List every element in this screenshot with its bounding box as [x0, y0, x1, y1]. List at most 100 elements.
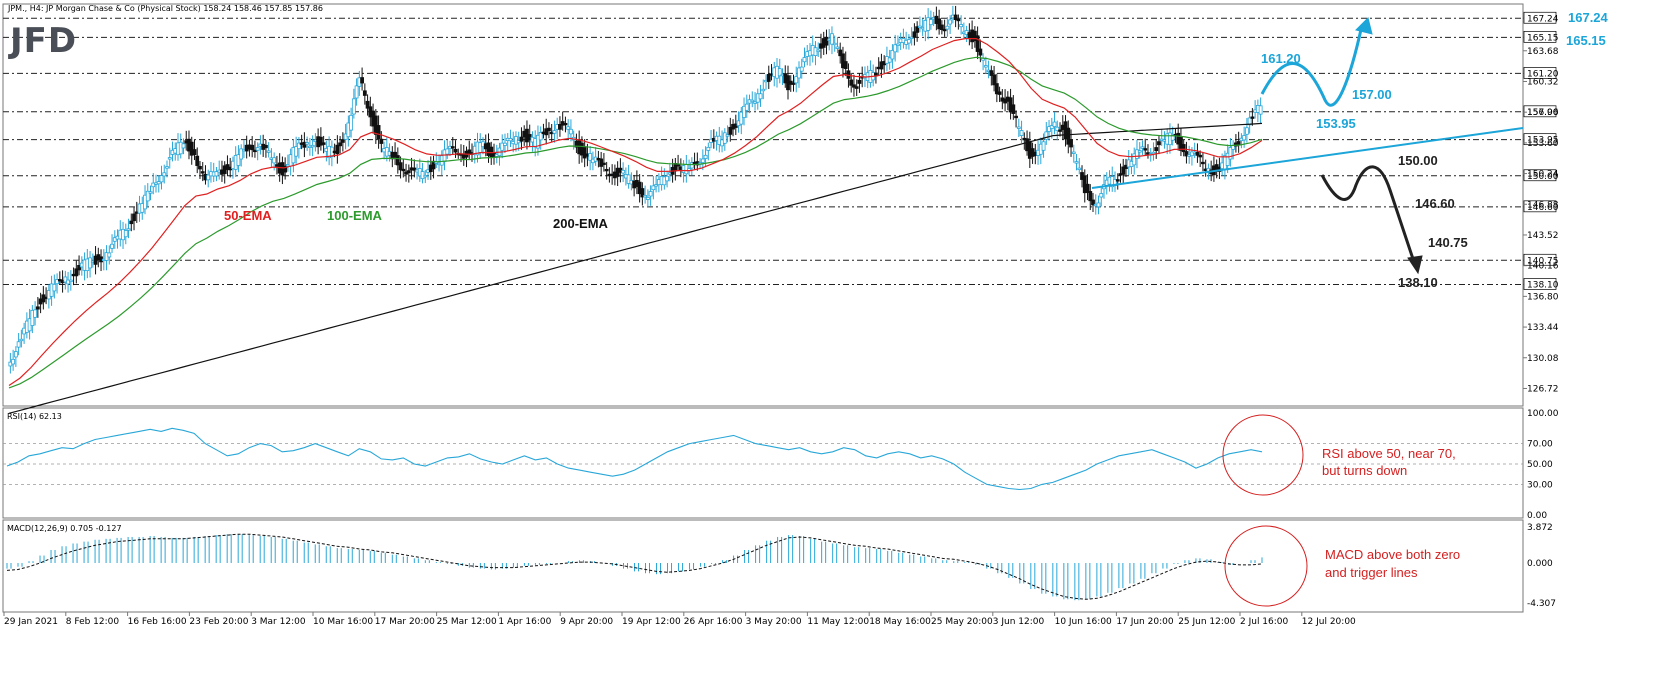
candle-body — [335, 144, 340, 155]
price-level-box — [1523, 105, 1557, 118]
price-tick-label: 156.96 — [1527, 108, 1559, 118]
candle-body — [1244, 127, 1249, 135]
candle-body — [214, 171, 219, 177]
candle-body — [558, 124, 562, 130]
macd-signal-line — [6, 533, 1263, 600]
candle-body — [1047, 126, 1051, 132]
candle-body — [253, 149, 257, 153]
x-tick-label: 18 May 16:00 — [869, 617, 931, 627]
candle-body — [766, 74, 771, 82]
candle-body — [112, 237, 117, 242]
candle-body — [206, 174, 211, 181]
candle-body — [928, 19, 933, 26]
candle-body — [1074, 161, 1079, 164]
candle-body — [145, 190, 150, 202]
candle-body — [318, 136, 323, 146]
candle-body — [192, 149, 197, 156]
rsi-tick-label: 30.00 — [1527, 480, 1553, 490]
candle-body — [1143, 148, 1148, 151]
x-tick-label: 25 Jun 12:00 — [1178, 617, 1235, 627]
candle-body — [887, 57, 892, 63]
candle-body — [398, 162, 403, 171]
candle-body — [706, 146, 711, 151]
candle-body — [566, 126, 571, 130]
candle-body — [338, 142, 343, 147]
candle-body — [791, 82, 796, 85]
candle-body — [305, 142, 310, 145]
price-level-box — [1523, 30, 1557, 43]
candle-body — [569, 128, 573, 135]
price-tick-label: 161.20 — [1527, 69, 1559, 79]
candle-body — [55, 279, 59, 285]
candle-body — [937, 18, 942, 30]
candle-body — [953, 14, 958, 20]
candle-body — [1135, 149, 1139, 159]
candle-body — [640, 188, 645, 198]
price-level-box — [1523, 11, 1557, 24]
candle-body — [1258, 105, 1263, 115]
candle-body — [195, 155, 200, 166]
candle-body — [1019, 130, 1024, 136]
macd-tick-label: 3.872 — [1527, 523, 1553, 533]
candle-body — [544, 128, 549, 136]
candle-body — [1154, 147, 1159, 152]
candle-body — [643, 195, 648, 198]
price-tick-label: 150.24 — [1527, 170, 1559, 180]
price-tick-label: 150.00 — [1527, 172, 1559, 182]
candle-body — [794, 76, 799, 84]
candle-body — [1052, 121, 1057, 128]
level-label: 157.00 — [1352, 87, 1392, 102]
candle-body — [637, 181, 642, 195]
level-label: 140.75 — [1428, 235, 1468, 250]
ema100-line — [8, 56, 1263, 389]
rsi-circle — [1222, 414, 1304, 496]
candle-body — [68, 279, 73, 283]
candle-body — [777, 68, 782, 77]
bear-arrowhead — [1407, 255, 1423, 275]
candle-body — [143, 194, 147, 210]
candle-body — [107, 252, 112, 258]
level-label: 153.95 — [1316, 116, 1356, 131]
candle-body — [588, 153, 593, 161]
macd-note: and trigger lines — [1325, 565, 1418, 580]
x-tick-label: 23 Feb 20:00 — [189, 617, 248, 627]
candle-body — [1170, 135, 1175, 141]
candle-body — [198, 165, 202, 170]
candle-body — [445, 148, 450, 155]
candle-body — [379, 138, 384, 144]
rsi-tick-label: 0.00 — [1527, 511, 1547, 521]
candle-body — [1132, 153, 1137, 166]
candle-body — [132, 213, 136, 222]
candle-body — [33, 309, 38, 318]
candle-body — [648, 191, 653, 197]
x-tick-label: 3 Mar 12:00 — [251, 617, 306, 627]
candle-body — [989, 70, 994, 76]
candle-body — [1121, 166, 1126, 175]
price-tick-label: 153.95 — [1527, 136, 1559, 146]
ema100-label: 100-EMA — [327, 208, 383, 223]
candle-body — [412, 167, 417, 171]
x-tick-label: 10 Jun 16:00 — [1055, 617, 1112, 627]
price-tick-label: 126.72 — [1527, 384, 1559, 394]
candle-body — [393, 151, 397, 158]
candle-body — [1055, 126, 1060, 132]
candle-body — [799, 66, 804, 72]
candle-body — [997, 91, 1002, 95]
candle-body — [849, 79, 854, 86]
candle-body — [802, 57, 807, 63]
price-tick-label: 160.32 — [1527, 77, 1559, 87]
candle-body — [1077, 167, 1082, 171]
candle-body — [162, 172, 167, 177]
candle-body — [857, 79, 862, 84]
x-tick-label: 17 Jun 20:00 — [1116, 617, 1173, 627]
candle-body — [362, 90, 367, 96]
candle-body — [879, 61, 884, 70]
bull-projection — [1260, 24, 1364, 107]
candle-body — [917, 25, 922, 28]
candle-body — [956, 18, 961, 22]
candle-body — [912, 31, 917, 38]
candle-body — [519, 136, 524, 142]
candle-body — [296, 142, 301, 150]
candle-body — [395, 155, 400, 166]
